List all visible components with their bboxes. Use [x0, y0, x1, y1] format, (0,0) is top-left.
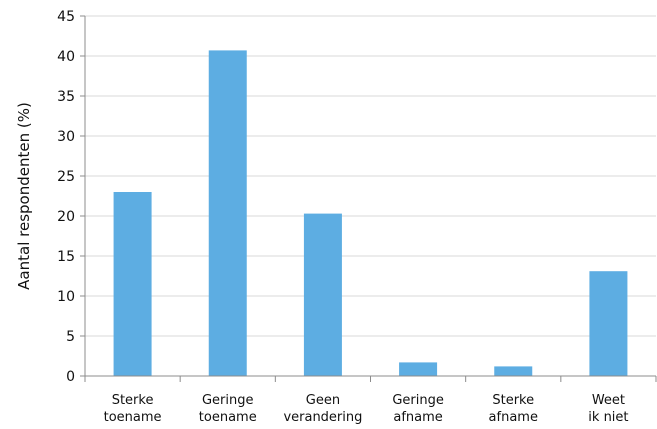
x-category-label: Geringe toename [199, 393, 257, 425]
y-axis-title: Aantal respondenten (%) [15, 102, 33, 290]
bars [113, 50, 628, 377]
y-tick-label: 0 [66, 369, 75, 385]
bar [113, 192, 152, 376]
bar [494, 366, 533, 376]
y-tick-label: 35 [57, 89, 75, 105]
y-tick-label: 5 [66, 329, 75, 345]
bar [208, 50, 247, 377]
y-tick-label: 40 [57, 49, 75, 65]
gridlines [85, 15, 656, 337]
bar [589, 271, 628, 376]
y-tick-label: 10 [57, 289, 75, 305]
x-category-label: Sterke afname [489, 393, 538, 425]
y-tick-label: 30 [57, 129, 75, 145]
x-axis: Sterke toename Geringe toename Geen veranderi… [84, 375, 657, 425]
bar [303, 213, 342, 376]
y-tick-label: 20 [57, 209, 75, 225]
y-tick-label: 15 [57, 249, 75, 265]
bar [399, 362, 438, 376]
x-category-label: Geen verandering [283, 393, 362, 425]
x-category-label: Sterke toename [104, 393, 162, 425]
x-category-label: Weet ik niet [588, 393, 628, 425]
y-axis: 0 5 10 15 20 25 30 35 40 45 [57, 9, 86, 385]
x-category-label: Geringe afname [392, 393, 444, 425]
y-tick-label: 25 [57, 169, 75, 185]
y-tick-label: 45 [57, 9, 75, 25]
